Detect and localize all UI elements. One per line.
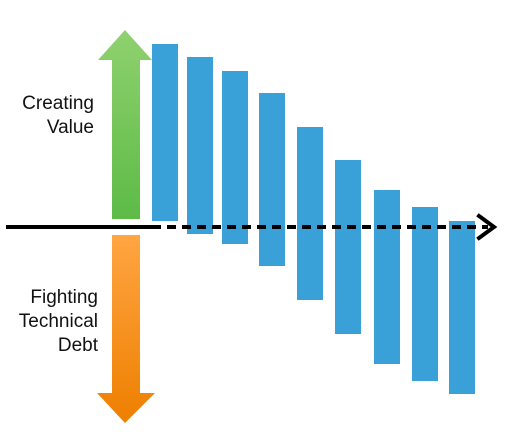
fighting-debt-line-3: Debt — [57, 335, 98, 356]
arrow-down-icon — [97, 235, 155, 423]
bar-8 — [412, 207, 438, 381]
creating-value-line-1: Creating — [22, 93, 94, 114]
bar-1 — [152, 44, 178, 221]
creating-value-line-2: Value — [46, 117, 94, 138]
horizontal-axis — [6, 213, 498, 241]
fighting-technical-debt-label: Fighting Technical Debt — [19, 286, 98, 358]
creating-value-label: Creating Value — [22, 92, 94, 140]
bar-5 — [297, 127, 323, 300]
bar-2 — [187, 57, 213, 234]
bar-3 — [222, 71, 248, 244]
fighting-debt-line-1: Fighting — [30, 287, 98, 308]
bar-4 — [259, 93, 285, 266]
bars-group — [152, 44, 475, 394]
fighting-debt-line-2: Technical — [18, 311, 98, 332]
bar-6 — [335, 160, 361, 334]
arrow-right-icon — [476, 213, 498, 241]
bar-9 — [449, 221, 475, 394]
bar-7 — [374, 190, 400, 364]
arrow-up-icon — [98, 30, 152, 219]
